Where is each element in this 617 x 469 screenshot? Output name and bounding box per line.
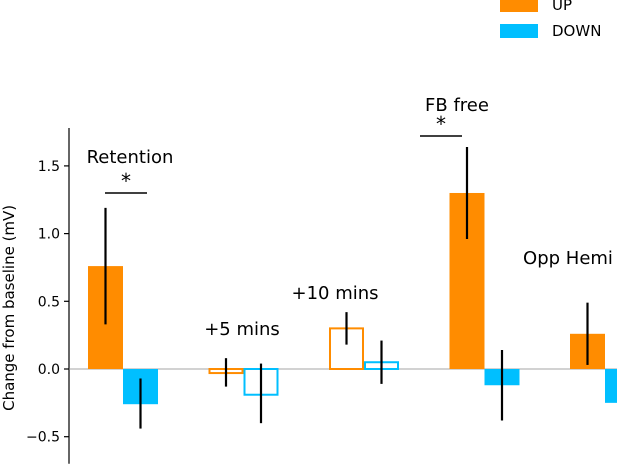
bars — [69, 146, 617, 429]
legend-swatch-down — [500, 24, 538, 38]
axes: −0.5 0.0 0.5 1.0 1.5 Change from baseline (mV… — [0, 127, 70, 464]
y-tick-label: 0.5 — [38, 294, 60, 310]
legend-label-up: UP — [552, 0, 572, 14]
group-label: FB free — [425, 95, 489, 116]
group-label: +10 mins — [291, 283, 378, 304]
group-label: Retention — [87, 147, 174, 168]
legend-label-down: DOWN — [552, 22, 601, 40]
y-tick-label: −0.5 — [26, 430, 60, 446]
y-tick-label: 0.0 — [38, 362, 60, 378]
significance-marker: * — [121, 169, 131, 193]
y-tick-label: 1.0 — [38, 227, 60, 243]
y-tick-label: 1.5 — [38, 159, 60, 175]
legend: UP DOWN — [500, 0, 601, 40]
bar-down — [605, 369, 617, 403]
group-label: +5 mins — [204, 319, 280, 340]
group-label: Opp Hemi — [523, 248, 613, 269]
y-axis-label: Change from baseline (mV) — [0, 205, 18, 411]
significance-marker: * — [436, 112, 446, 136]
legend-swatch-up — [500, 0, 538, 12]
